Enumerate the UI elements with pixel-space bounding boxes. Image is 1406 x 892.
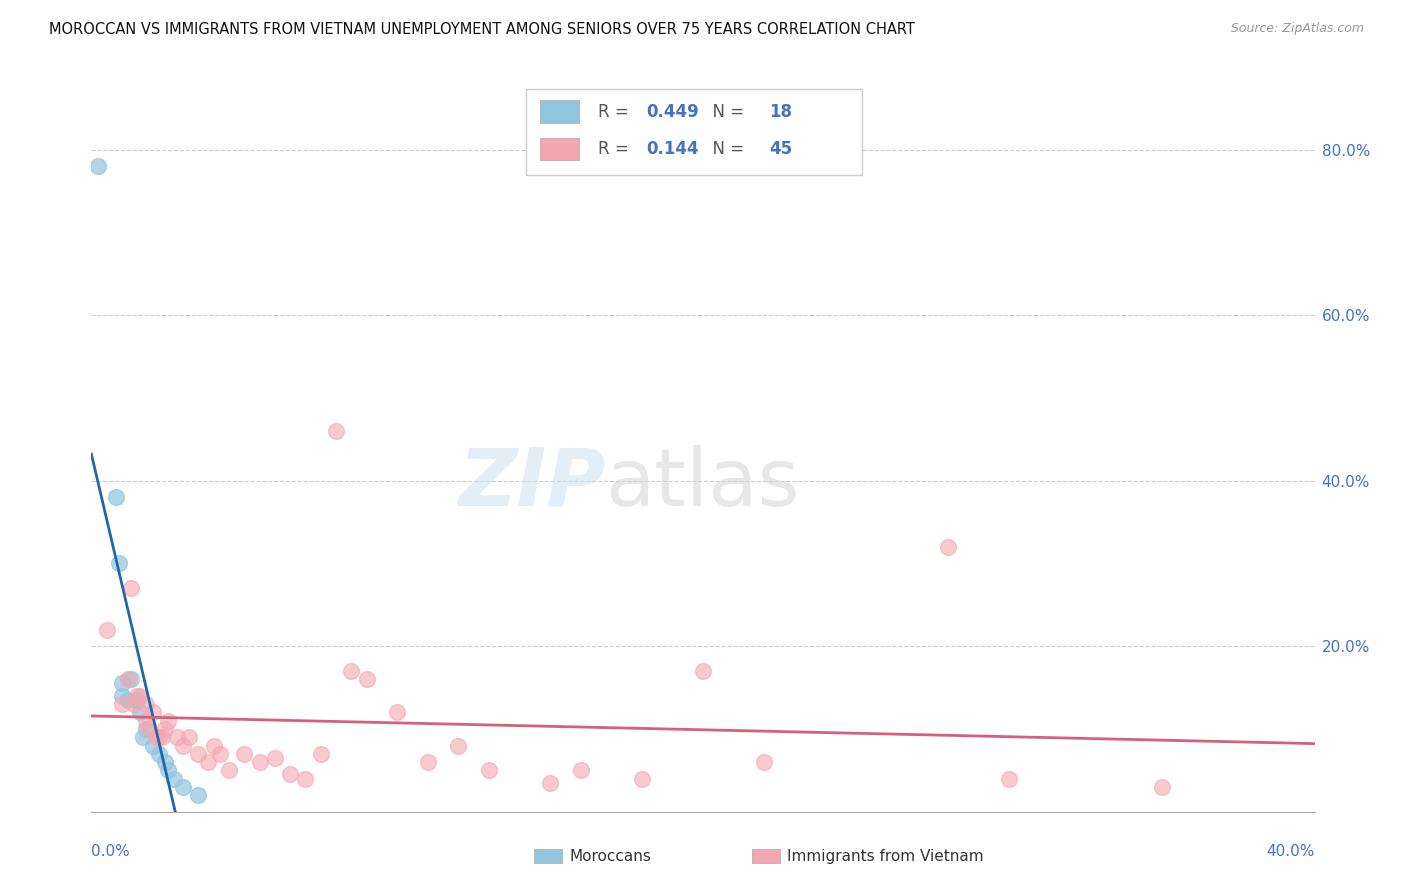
Point [138,722,160,736]
Point [340,664,363,678]
Point [141,739,163,753]
Point [127,689,149,703]
Point [129,689,152,703]
Point [1150,780,1173,794]
Point [538,776,561,790]
Point [233,747,256,761]
Point [385,706,409,720]
Point [145,730,167,744]
Text: R =: R = [598,103,634,120]
Text: atlas: atlas [605,445,800,523]
FancyBboxPatch shape [526,89,862,175]
Point [754,755,776,769]
Point [325,424,347,438]
Point [278,767,301,781]
Text: N =: N = [702,103,749,120]
Point [179,730,201,744]
Point [202,739,225,753]
Text: N =: N = [702,140,749,158]
Point [150,730,173,744]
Point [148,730,170,744]
Point [156,714,179,728]
Point [86,159,108,173]
FancyBboxPatch shape [540,101,579,123]
Point [120,673,142,687]
Point [218,764,240,778]
Text: MOROCCAN VS IMMIGRANTS FROM VIETNAM UNEMPLOYMENT AMONG SENIORS OVER 75 YEARS COR: MOROCCAN VS IMMIGRANTS FROM VIETNAM UNEM… [49,22,915,37]
Point [478,764,501,778]
Text: 18: 18 [769,103,792,120]
Point [569,764,592,778]
Point [416,755,439,769]
Point [111,689,134,703]
Point [692,664,714,678]
Text: Moroccans: Moroccans [569,849,651,863]
Text: Source: ZipAtlas.com: Source: ZipAtlas.com [1230,22,1364,36]
Point [153,755,176,769]
Point [111,697,134,711]
Point [127,693,149,707]
Point [187,747,209,761]
Point [135,697,157,711]
Point [135,714,157,728]
Point [187,788,209,802]
FancyBboxPatch shape [540,137,579,160]
Point [163,772,186,786]
Point [249,755,271,769]
Point [631,772,654,786]
Point [447,739,470,753]
Point [129,706,152,720]
Text: 0.449: 0.449 [647,103,699,120]
Point [135,722,157,736]
Point [172,739,194,753]
Text: 0.0%: 0.0% [91,845,131,859]
Point [156,764,179,778]
Point [117,693,139,707]
Point [172,780,194,794]
Point [936,540,959,554]
Point [294,772,316,786]
Text: ZIP: ZIP [458,445,605,523]
Point [197,755,219,769]
Point [122,697,145,711]
Point [108,557,131,571]
Text: 0.144: 0.144 [647,140,699,158]
Text: Immigrants from Vietnam: Immigrants from Vietnam [787,849,984,863]
Point [96,623,118,637]
Point [132,730,155,744]
Point [166,730,188,744]
Point [309,747,332,761]
Point [356,673,378,687]
Point [998,772,1021,786]
Point [141,706,163,720]
Text: 40.0%: 40.0% [1267,845,1315,859]
Point [208,747,231,761]
Point [148,747,170,761]
Point [120,582,142,596]
Text: 45: 45 [769,140,792,158]
Point [264,751,287,765]
Point [111,676,134,690]
Text: R =: R = [598,140,634,158]
Point [153,722,176,736]
Point [117,673,139,687]
Point [104,490,127,504]
